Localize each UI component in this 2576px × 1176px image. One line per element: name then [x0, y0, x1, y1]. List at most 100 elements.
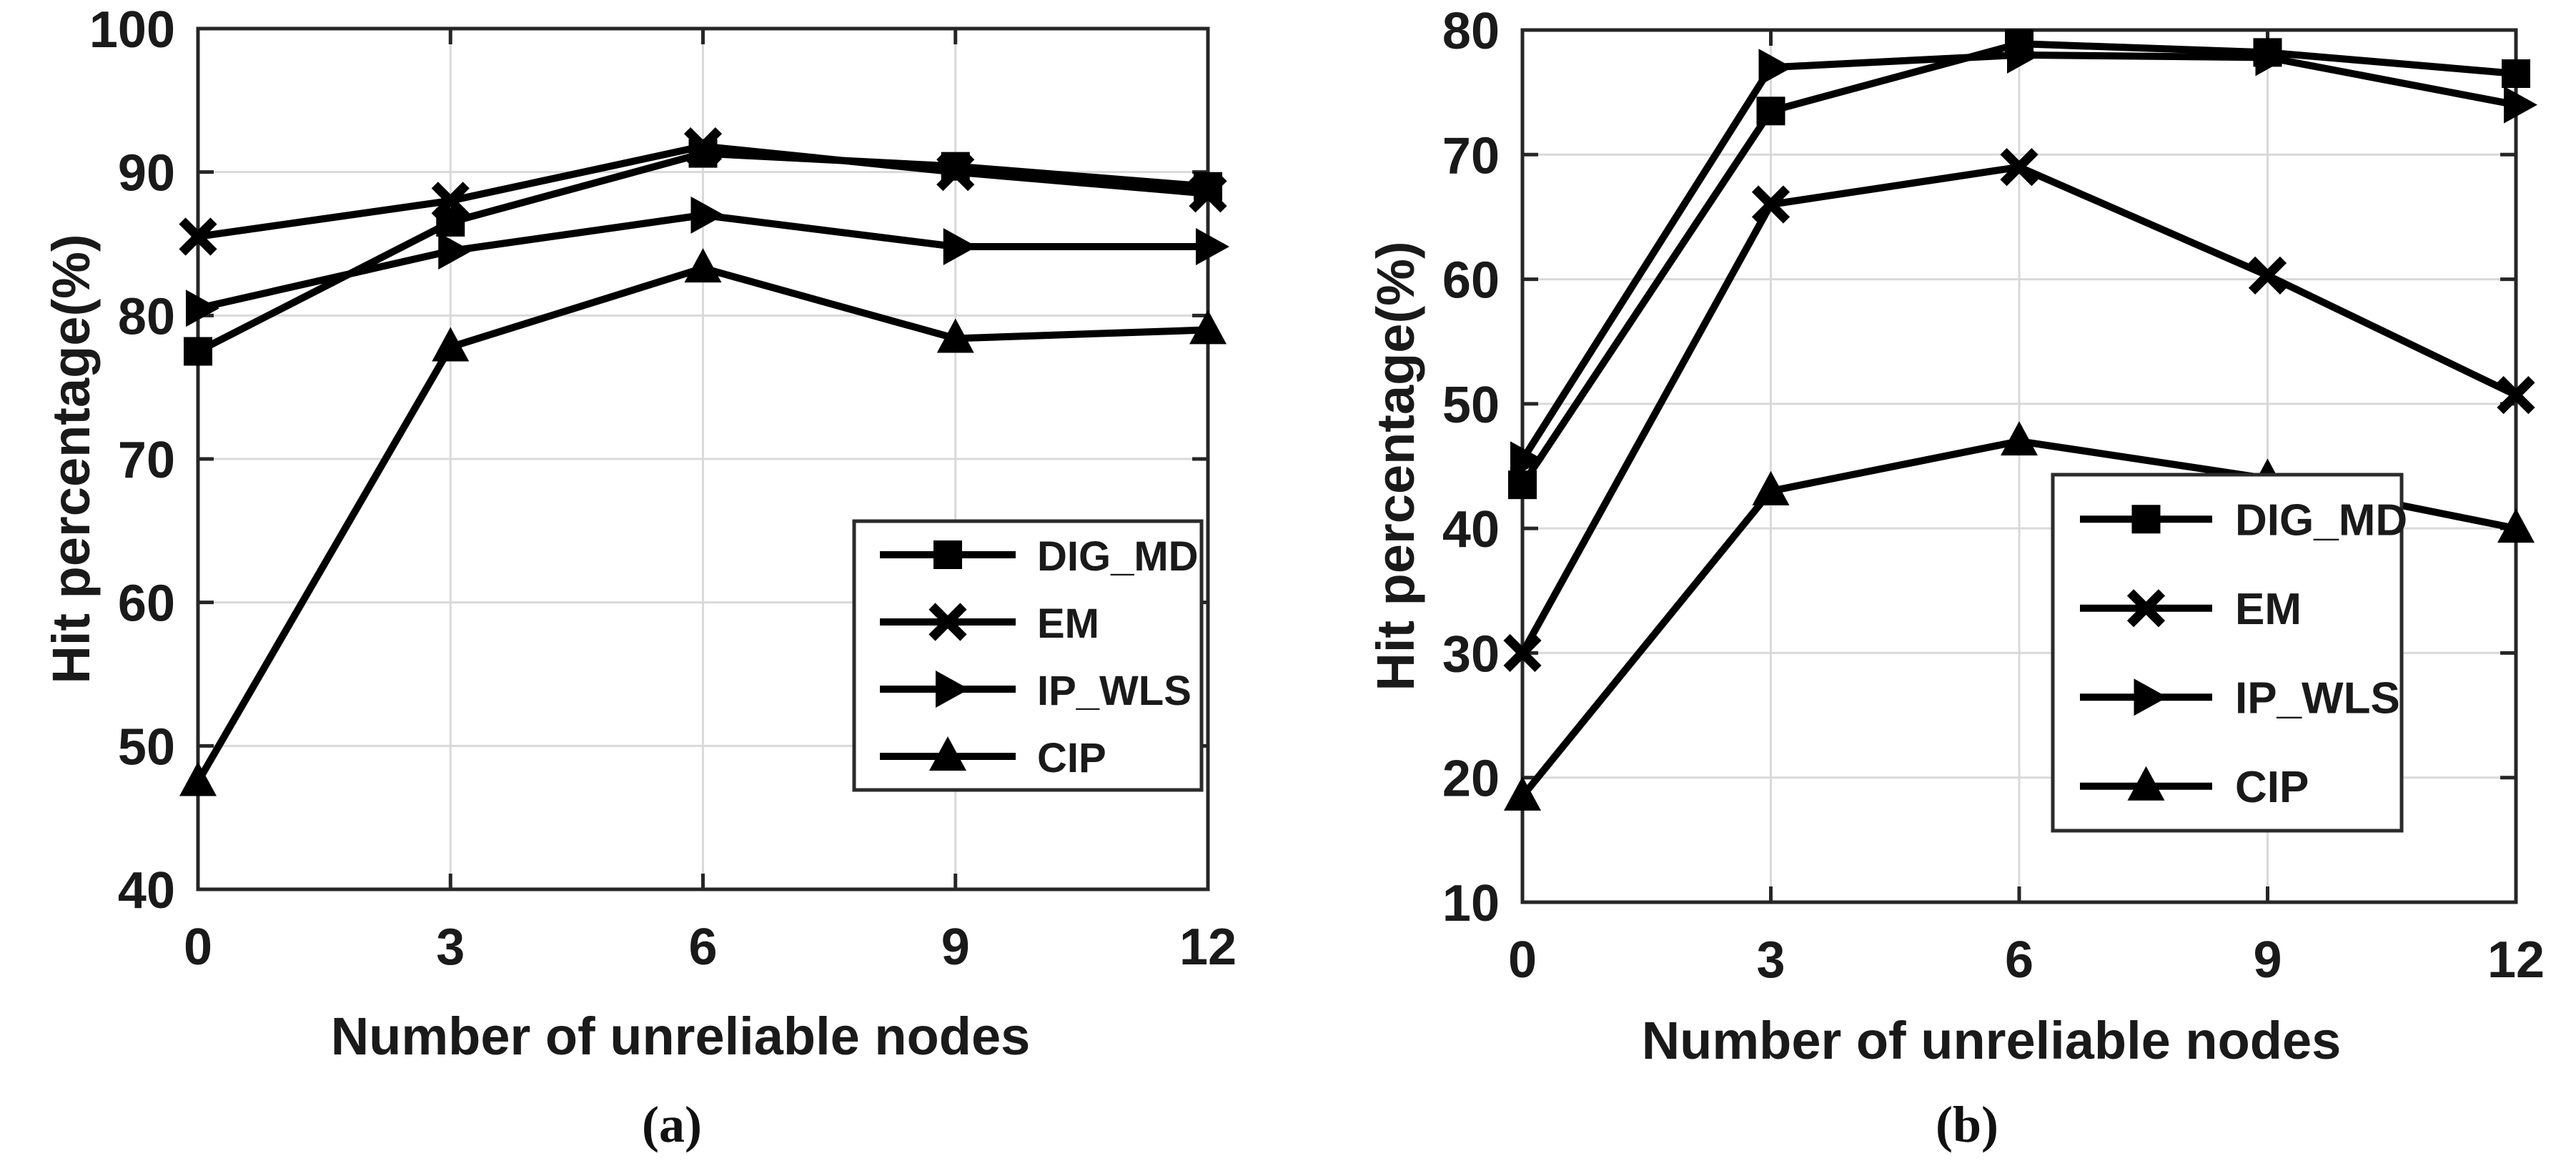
x-marker — [936, 153, 975, 192]
legend-label: IP_WLS — [2235, 673, 2400, 723]
square-marker — [2131, 505, 2161, 534]
triangle-up-marker — [684, 248, 722, 283]
x-marker — [2497, 376, 2535, 415]
x-tick-label: 9 — [2253, 932, 2282, 989]
triangle-right-marker — [2255, 39, 2289, 76]
triangle-right-marker — [1510, 441, 1544, 479]
triangle-up-marker — [179, 761, 217, 796]
x-tick-label: 6 — [688, 919, 717, 976]
triangle-up-marker — [1752, 470, 1790, 505]
y-tick-label: 40 — [1442, 501, 1500, 558]
tick-labels: 0 3 6 9 12 40 50 60 70 80 90 100 — [89, 1, 1237, 976]
x-marker — [2248, 256, 2287, 295]
x-tick-label: 12 — [1179, 919, 1237, 976]
square-marker — [184, 337, 212, 366]
triangle-right-marker — [186, 290, 219, 327]
x-marker — [1503, 633, 1542, 673]
series-EM — [1503, 148, 2535, 673]
series-IP_WLS — [1510, 36, 2537, 479]
x-tick-label: 12 — [2487, 932, 2545, 989]
legend-label: DIG_MD — [2235, 495, 2407, 545]
triangle-right-marker — [2504, 86, 2537, 124]
y-tick-label: 100 — [89, 1, 175, 59]
legend-label: EM — [2235, 585, 2302, 634]
triangle-up-marker — [1189, 310, 1227, 345]
y-tick-label: 80 — [1442, 3, 1500, 60]
square-marker — [1756, 97, 1785, 126]
triangle-right-marker — [2134, 678, 2168, 716]
legend-item-CIP: CIP — [880, 735, 1106, 781]
x-marker — [179, 217, 217, 256]
x-marker — [1189, 174, 1227, 213]
y-tick-label: 20 — [1442, 751, 1500, 808]
y-tick-label: 60 — [1442, 252, 1500, 310]
legend-label: CIP — [1037, 735, 1106, 781]
triangle-up-marker — [2497, 508, 2535, 543]
x-marker — [928, 603, 967, 641]
series-CIP — [179, 248, 1227, 796]
x-tick-label: 0 — [184, 919, 212, 976]
triangle-right-marker — [690, 196, 725, 234]
y-tick-label: 40 — [118, 862, 175, 919]
legend-item-IP_WLS: IP_WLS — [880, 668, 1192, 714]
x-marker — [1751, 185, 1790, 224]
x-tick-label: 6 — [2005, 932, 2033, 989]
y-tick-label: 10 — [1442, 875, 1500, 932]
triangle-up-marker — [936, 318, 974, 353]
x-axis-label-a: Number of unreliable nodes — [330, 1007, 1031, 1066]
y-axis-label-b: Hit percentage(%) — [1366, 241, 1425, 691]
legend-label: CIP — [2235, 763, 2309, 812]
y-tick-label: 30 — [1442, 626, 1500, 683]
subfigure-caption-b: (b) — [1936, 1096, 1998, 1153]
y-tick-label: 50 — [118, 718, 175, 776]
y-tick-label: 70 — [1442, 127, 1500, 184]
triangle-up-marker — [1504, 776, 1541, 811]
y-tick-label: 50 — [1442, 377, 1500, 434]
y-axis-label-a: Hit percentage(%) — [41, 234, 101, 684]
legend-item-DIG_MD: DIG_MD — [880, 533, 1199, 580]
legend-box — [852, 519, 1204, 792]
square-marker — [933, 540, 962, 569]
x-marker — [683, 127, 723, 166]
triangle-up-marker — [2127, 766, 2165, 801]
subfigure-caption-a: (a) — [642, 1096, 702, 1153]
y-tick-label: 90 — [118, 145, 175, 202]
series-IP_WLS — [186, 196, 1229, 327]
x-tick-label: 3 — [1756, 932, 1785, 989]
x-marker — [431, 182, 470, 220]
legend-label: IP_WLS — [1037, 668, 1192, 714]
y-tick-label: 60 — [118, 575, 175, 633]
tick-labels: 0 3 6 9 12 10 20 30 40 50 60 70 80 — [1442, 3, 2545, 989]
triangle-right-marker — [943, 228, 977, 266]
chart-b: 0 3 6 9 12 10 20 30 40 50 60 70 80 DIG_MD EM IP_WLS CIP — [1442, 3, 2545, 989]
legend-box — [2051, 473, 2404, 833]
chart-a: 0 3 6 9 12 40 50 60 70 80 90 100 DIG_MD EM IP_WLS CIP — [89, 1, 1237, 976]
triangle-right-marker — [1758, 49, 1793, 87]
triangle-right-marker — [438, 232, 472, 270]
legend-item-CIP: CIP — [2080, 763, 2309, 812]
triangle-up-marker — [432, 327, 470, 362]
legend-item-DIG_MD: DIG_MD — [2080, 495, 2407, 545]
y-tick-label: 80 — [118, 288, 175, 345]
x-marker — [2000, 148, 2038, 187]
triangle-right-marker — [1196, 228, 1229, 266]
triangle-up-marker — [929, 736, 966, 771]
triangle-up-marker — [2001, 421, 2038, 456]
series-EM — [179, 127, 1227, 256]
triangle-right-marker — [936, 671, 969, 708]
legend-item-EM: EM — [880, 601, 1099, 647]
legend: DIG_MD EM IP_WLS CIP — [852, 519, 1204, 792]
triangle-right-marker — [2007, 36, 2041, 74]
square-marker — [2502, 59, 2530, 88]
x-axis-label-b: Number of unreliable nodes — [1641, 1011, 2342, 1070]
legend: DIG_MD EM IP_WLS CIP — [2051, 473, 2407, 833]
legend-item-IP_WLS: IP_WLS — [2080, 673, 2400, 723]
legend-item-EM: EM — [2080, 585, 2302, 634]
x-tick-label: 3 — [436, 919, 465, 976]
x-marker — [2126, 589, 2166, 628]
legend-label: DIG_MD — [1037, 533, 1199, 580]
x-tick-label: 9 — [941, 919, 970, 976]
x-tick-label: 0 — [1508, 932, 1537, 989]
